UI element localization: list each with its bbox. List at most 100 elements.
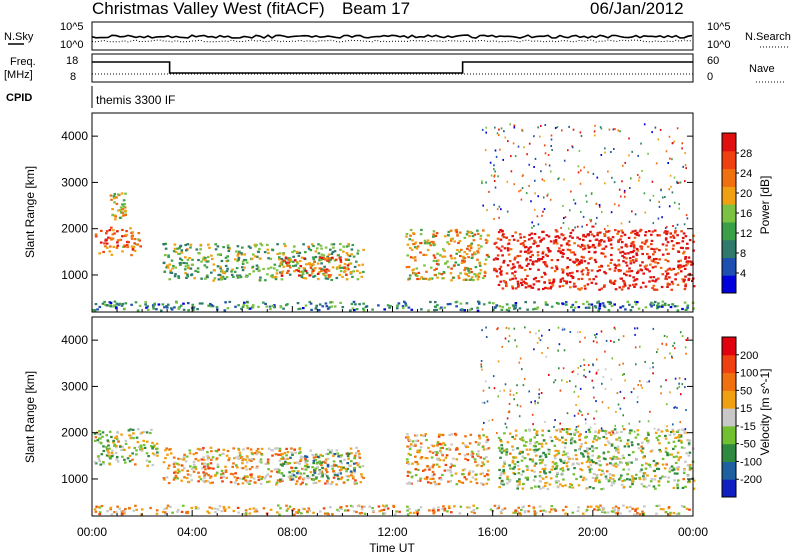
power-cell [355,308,359,311]
velocity-cell [417,468,420,471]
power-speckle [638,179,640,182]
velocity-cell [257,478,261,481]
velocity-cell [640,468,643,471]
velocity-speckle [508,327,510,330]
power-cell [513,307,516,310]
power-cell [327,269,331,272]
velocity-speckle [656,348,659,351]
velocity-cell [195,452,198,455]
velocity-cell [591,476,595,479]
power-cell [532,278,536,281]
power-cell [299,265,303,268]
power-cell [671,303,674,306]
velocity-cell [508,464,511,467]
power-cell [469,244,473,247]
power-cell [672,244,675,247]
power-speckle [497,175,499,178]
velocity-cell [354,479,357,482]
velocity-cell [514,456,518,459]
velocity-cell [377,505,381,508]
power-cell [497,231,501,234]
power-cell [269,257,273,260]
velocity-speckle [647,420,650,423]
velocity-speckle [499,390,501,393]
power-cell [659,266,663,269]
power-cell [296,302,300,305]
velocity-cell [500,472,503,475]
velocity-cell [113,444,116,447]
velocity-cell [509,452,512,455]
power-cell [590,303,594,306]
power-cell [554,238,558,242]
velocity-cell [481,472,485,475]
power-cell [578,238,582,241]
velocity-cell [558,439,561,442]
power-cell [460,261,464,264]
velocity-cell [432,463,436,466]
power-speckle [567,227,570,230]
velocity-cell [224,470,228,473]
power-cell [463,269,466,272]
velocity-cell [648,464,652,467]
power-cell [609,238,612,241]
velocity-speckle [531,413,534,416]
velocity-cell [541,467,545,470]
power-cell [264,279,267,282]
velocity-cell [528,428,531,431]
nave-label: Nave [749,63,775,75]
velocity-cell [409,511,412,514]
velocity-cell [292,508,296,511]
power-cell [190,274,193,277]
power-cell [292,260,295,263]
velocity-cell [116,460,120,463]
velocity-cell [641,447,645,450]
velocity-cell [407,452,411,456]
velocity-cell [358,465,362,469]
power-speckle [493,164,495,167]
velocity-cell [372,510,375,513]
power-cell [648,256,652,259]
power-cell [686,306,689,309]
power-cell [302,267,306,270]
power-cell [324,246,328,249]
velocity-cell [149,506,152,510]
velocity-cell [328,451,332,454]
velocity-speckles [480,326,689,434]
power-cell [449,239,453,242]
power-cell [509,278,512,281]
velocity-cell [292,470,296,473]
velocity-cell [565,428,569,431]
velocity-speckle [592,364,595,367]
power-cell [311,256,315,259]
power-cell [339,266,342,269]
velocity-speckle [548,373,550,376]
velocity-speckle [639,345,641,348]
power-speckle [600,127,603,130]
power-speckle [631,150,633,153]
velocity-cell [110,513,114,516]
power-cell [550,259,554,262]
velocity-cell [359,481,363,484]
power-cell [560,268,564,271]
velocity-cell [360,511,363,515]
velocity-cell [591,454,594,457]
velocity-cell [628,478,632,481]
velocity-cell [432,477,435,480]
velocity-cell [499,449,502,452]
velocity-cell [229,472,233,475]
power-cell [666,260,670,263]
velocity-cell [453,505,456,508]
power-cell [456,234,459,237]
power-speckle [644,211,647,214]
velocity-cell [561,472,564,475]
velocity-cell [472,510,475,513]
power-cell [458,239,462,243]
power-cell [620,235,623,238]
velocity-cell [94,436,98,439]
power-cell [684,264,688,267]
power-cell [540,238,544,241]
velocity-cell [278,459,282,462]
power-cell [440,306,443,309]
power-cell [652,248,656,251]
velocity-cell [135,436,139,439]
